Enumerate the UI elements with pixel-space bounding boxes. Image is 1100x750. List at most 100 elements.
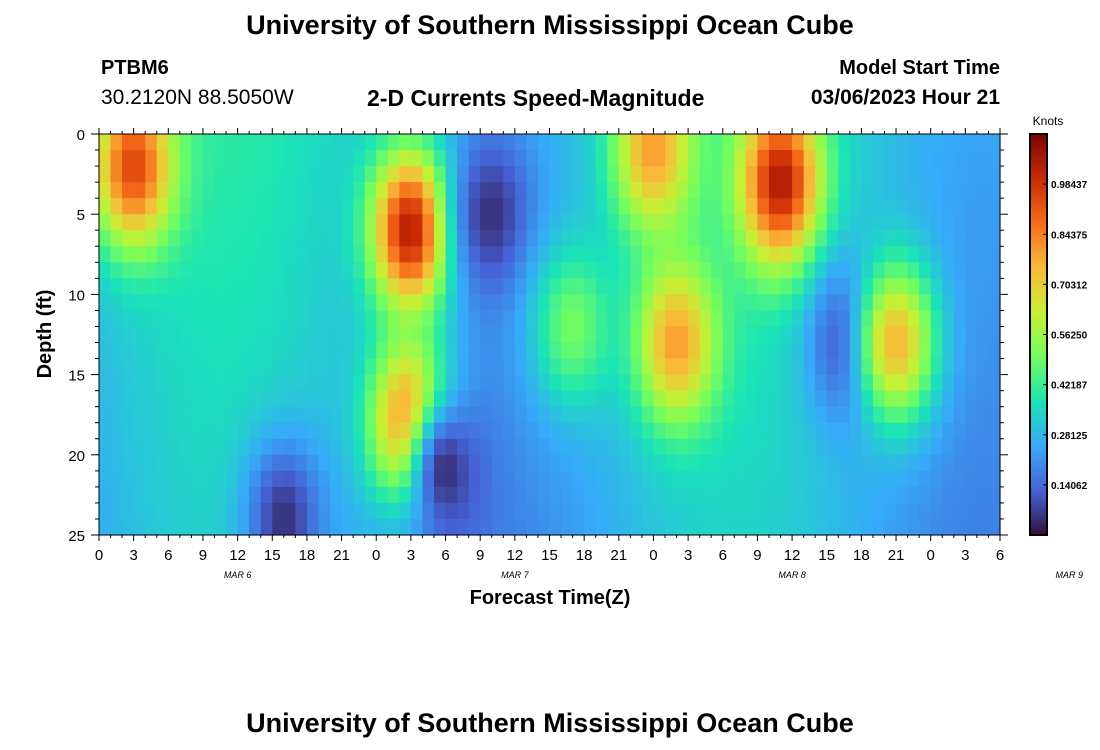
- heatmap-cell: [549, 182, 562, 199]
- heatmap-cell: [260, 406, 273, 424]
- heatmap-cell: [526, 502, 539, 520]
- heatmap-cell: [699, 406, 712, 424]
- heatmap-cell: [168, 454, 181, 472]
- heatmap-cell: [387, 150, 400, 167]
- heatmap-cell: [861, 470, 874, 488]
- heatmap-cell: [734, 358, 747, 376]
- heatmap-cell: [907, 486, 920, 504]
- heatmap-cell: [399, 374, 412, 392]
- heatmap-cell: [445, 310, 458, 328]
- heatmap-cell: [653, 230, 666, 247]
- heatmap-cell: [665, 502, 678, 520]
- heatmap-cell: [676, 390, 689, 408]
- heatmap-cell: [295, 198, 308, 215]
- heatmap-cell: [145, 278, 158, 295]
- heatmap-cell: [283, 358, 296, 376]
- heatmap-cell: [630, 134, 643, 151]
- heatmap-cell: [768, 454, 782, 472]
- heatmap-cell: [815, 230, 828, 247]
- heatmap-cell: [168, 358, 181, 376]
- heatmap-cell: [318, 486, 331, 504]
- heatmap-cell: [976, 182, 990, 199]
- heatmap-cell: [815, 262, 828, 279]
- heatmap-cell: [364, 262, 377, 279]
- heatmap-cell: [919, 438, 932, 456]
- heatmap-cell: [260, 518, 273, 536]
- heatmap-cell: [341, 246, 354, 263]
- heatmap-cell: [768, 150, 782, 167]
- heatmap-cell: [110, 310, 123, 328]
- heatmap-cell: [122, 454, 135, 472]
- heatmap-cell: [976, 406, 990, 424]
- heatmap-cell: [399, 134, 412, 151]
- x-tick-label: 0: [649, 547, 657, 564]
- heatmap-cell: [445, 390, 458, 408]
- heatmap-cell: [849, 198, 862, 215]
- heatmap-cell: [410, 454, 424, 472]
- heatmap-cell: [122, 486, 135, 504]
- heatmap-cell: [306, 406, 320, 424]
- heatmap-cell: [838, 150, 851, 167]
- heatmap-cell: [988, 166, 1001, 183]
- heatmap-cell: [399, 230, 412, 247]
- heatmap-cell: [792, 406, 805, 424]
- heatmap-cell: [353, 166, 366, 183]
- heatmap-cell: [849, 486, 862, 504]
- heatmap-cell: [422, 470, 435, 488]
- heatmap-cell: [202, 262, 216, 279]
- heatmap-cell: [191, 470, 204, 488]
- heatmap-cell: [249, 262, 262, 279]
- heatmap-cell: [838, 438, 851, 456]
- heatmap-cell: [272, 246, 285, 263]
- heatmap-cell: [572, 182, 585, 199]
- heatmap-cell: [872, 390, 886, 408]
- heatmap-cell: [226, 358, 239, 376]
- heatmap-cell: [491, 198, 504, 215]
- heatmap-cell: [433, 326, 447, 344]
- heatmap-cell: [133, 422, 146, 440]
- heatmap-cell: [306, 438, 320, 456]
- heatmap-cell: [514, 454, 527, 472]
- heatmap-cell: [768, 182, 782, 199]
- heatmap-cell: [179, 358, 193, 376]
- heatmap-cell: [653, 150, 666, 167]
- heatmap-cell: [364, 518, 377, 536]
- heatmap-cell: [780, 134, 793, 151]
- heatmap-cell: [480, 134, 493, 151]
- heatmap-cell: [734, 374, 747, 392]
- heatmap-cell: [849, 390, 862, 408]
- heatmap-cell: [757, 502, 770, 520]
- heatmap-cell: [595, 454, 608, 472]
- heatmap-cell: [191, 150, 204, 167]
- heatmap-cell: [988, 246, 1001, 263]
- heatmap-cell: [376, 182, 389, 199]
- heatmap-cell: [722, 438, 735, 456]
- heatmap-cell: [549, 422, 562, 440]
- heatmap-cell: [595, 246, 608, 263]
- heatmap-cell: [410, 374, 424, 392]
- heatmap-cell: [237, 390, 250, 408]
- heatmap-cell: [549, 470, 562, 488]
- heatmap-cell: [468, 470, 481, 488]
- heatmap-cell: [295, 214, 308, 231]
- heatmap-cell: [99, 198, 112, 215]
- heatmap-cell: [549, 342, 562, 360]
- heatmap-cell: [768, 406, 782, 424]
- heatmap-cell: [734, 150, 747, 167]
- heatmap-cell: [896, 230, 909, 247]
- heatmap-cell: [711, 182, 724, 199]
- heatmap-cell: [179, 198, 193, 215]
- heatmap-cell: [306, 278, 320, 295]
- x-tick-label: 6: [719, 547, 727, 564]
- heatmap-cell: [537, 390, 551, 408]
- heatmap-cell: [907, 278, 920, 295]
- heatmap-cell: [815, 214, 828, 231]
- heatmap-cell: [549, 166, 562, 183]
- heatmap-cell: [110, 502, 123, 520]
- heatmap-cell: [711, 422, 724, 440]
- heatmap-cell: [399, 342, 412, 360]
- heatmap-cell: [457, 310, 470, 328]
- heatmap-cell: [202, 214, 216, 231]
- heatmap-cell: [768, 390, 782, 408]
- heatmap-cell: [133, 166, 146, 183]
